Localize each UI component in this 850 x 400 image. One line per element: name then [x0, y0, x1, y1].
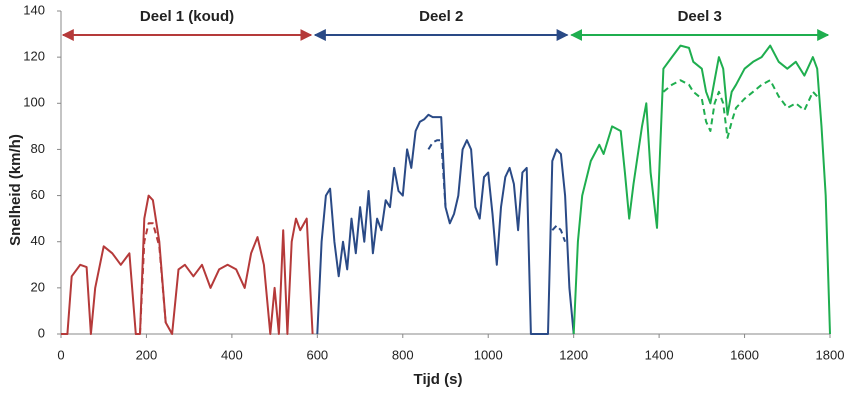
- y-tick-label: 140: [23, 2, 45, 17]
- x-tick-label: 0: [57, 347, 64, 362]
- series-line-dashed: [139, 222, 167, 335]
- x-tick-label: 1400: [645, 347, 674, 362]
- series-line-dashed: [551, 224, 567, 243]
- y-tick-label: 40: [31, 233, 45, 248]
- x-tick-label: 200: [136, 347, 158, 362]
- section-label: Deel 1 (koud): [140, 8, 234, 25]
- y-tick-label: 100: [23, 95, 45, 110]
- x-tick-label: 800: [392, 347, 414, 362]
- y-tick-label: 60: [31, 187, 45, 202]
- series-line: [572, 44, 831, 335]
- y-axis-title: Snelheid (km/h): [7, 134, 24, 246]
- series-line: [61, 194, 314, 335]
- x-tick-label: 1600: [730, 347, 759, 362]
- series-line-dashed: [427, 139, 447, 208]
- x-tick-label: 1800: [816, 347, 845, 362]
- x-tick-label: 1200: [559, 347, 588, 362]
- y-tick-label: 0: [38, 325, 45, 340]
- section-label: Deel 2: [419, 8, 463, 25]
- x-axis-title: Tijd (s): [414, 371, 463, 388]
- y-tick-label: 20: [31, 279, 45, 294]
- y-tick-label: 80: [31, 141, 45, 156]
- series-line-dashed: [662, 79, 818, 139]
- y-tick-label: 120: [23, 49, 45, 64]
- series-line: [316, 113, 575, 335]
- x-tick-label: 600: [306, 347, 328, 362]
- x-tick-label: 400: [221, 347, 243, 362]
- x-tick-label: 1000: [474, 347, 503, 362]
- section-label: Deel 3: [678, 8, 722, 25]
